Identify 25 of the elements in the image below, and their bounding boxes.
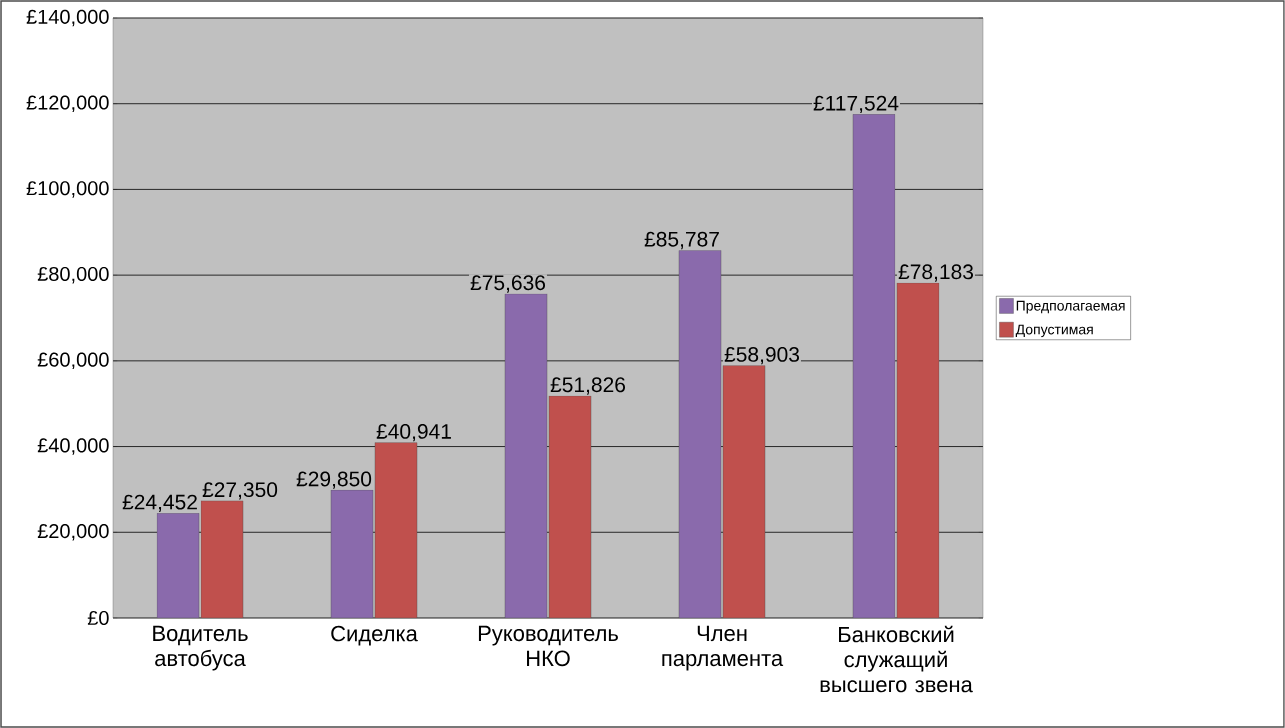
- data-label: £58,903: [724, 347, 800, 365]
- y-tick-label: £0: [87, 610, 109, 626]
- data-label: £75,636: [470, 275, 546, 293]
- y-tick-label: £20,000: [37, 524, 109, 541]
- y-tick-label: £120,000: [26, 95, 109, 112]
- data-label: £27,350: [202, 482, 278, 500]
- x-tick-label: Водитель автобуса: [153, 625, 248, 671]
- x-tick-label: Руководитель НКО: [478, 625, 618, 667]
- data-label: £40,941: [376, 423, 451, 442]
- data-label: £85,787: [644, 231, 719, 250]
- legend-label: Предполагаемая: [1016, 300, 1125, 314]
- data-label: £78,183: [898, 264, 974, 282]
- x-tick-label: Сиделка: [331, 625, 418, 646]
- x-tick-label: Член парламента: [662, 625, 784, 671]
- x-tick-label: Банковский служащий высшего звена: [820, 625, 973, 693]
- data-label: £29,850: [296, 471, 372, 489]
- y-tick-label: £80,000: [37, 266, 109, 284]
- y-tick-label: £60,000: [37, 352, 109, 370]
- data-label: £24,452: [122, 494, 197, 512]
- data-label: £51,826: [550, 377, 626, 395]
- y-tick-label: £100,000: [26, 181, 109, 198]
- legend-label: Допустимая: [1015, 324, 1093, 338]
- y-tick-label: £40,000: [37, 438, 109, 455]
- y-tick-label: £140,000: [26, 9, 109, 27]
- data-label: £117,524: [813, 95, 899, 114]
